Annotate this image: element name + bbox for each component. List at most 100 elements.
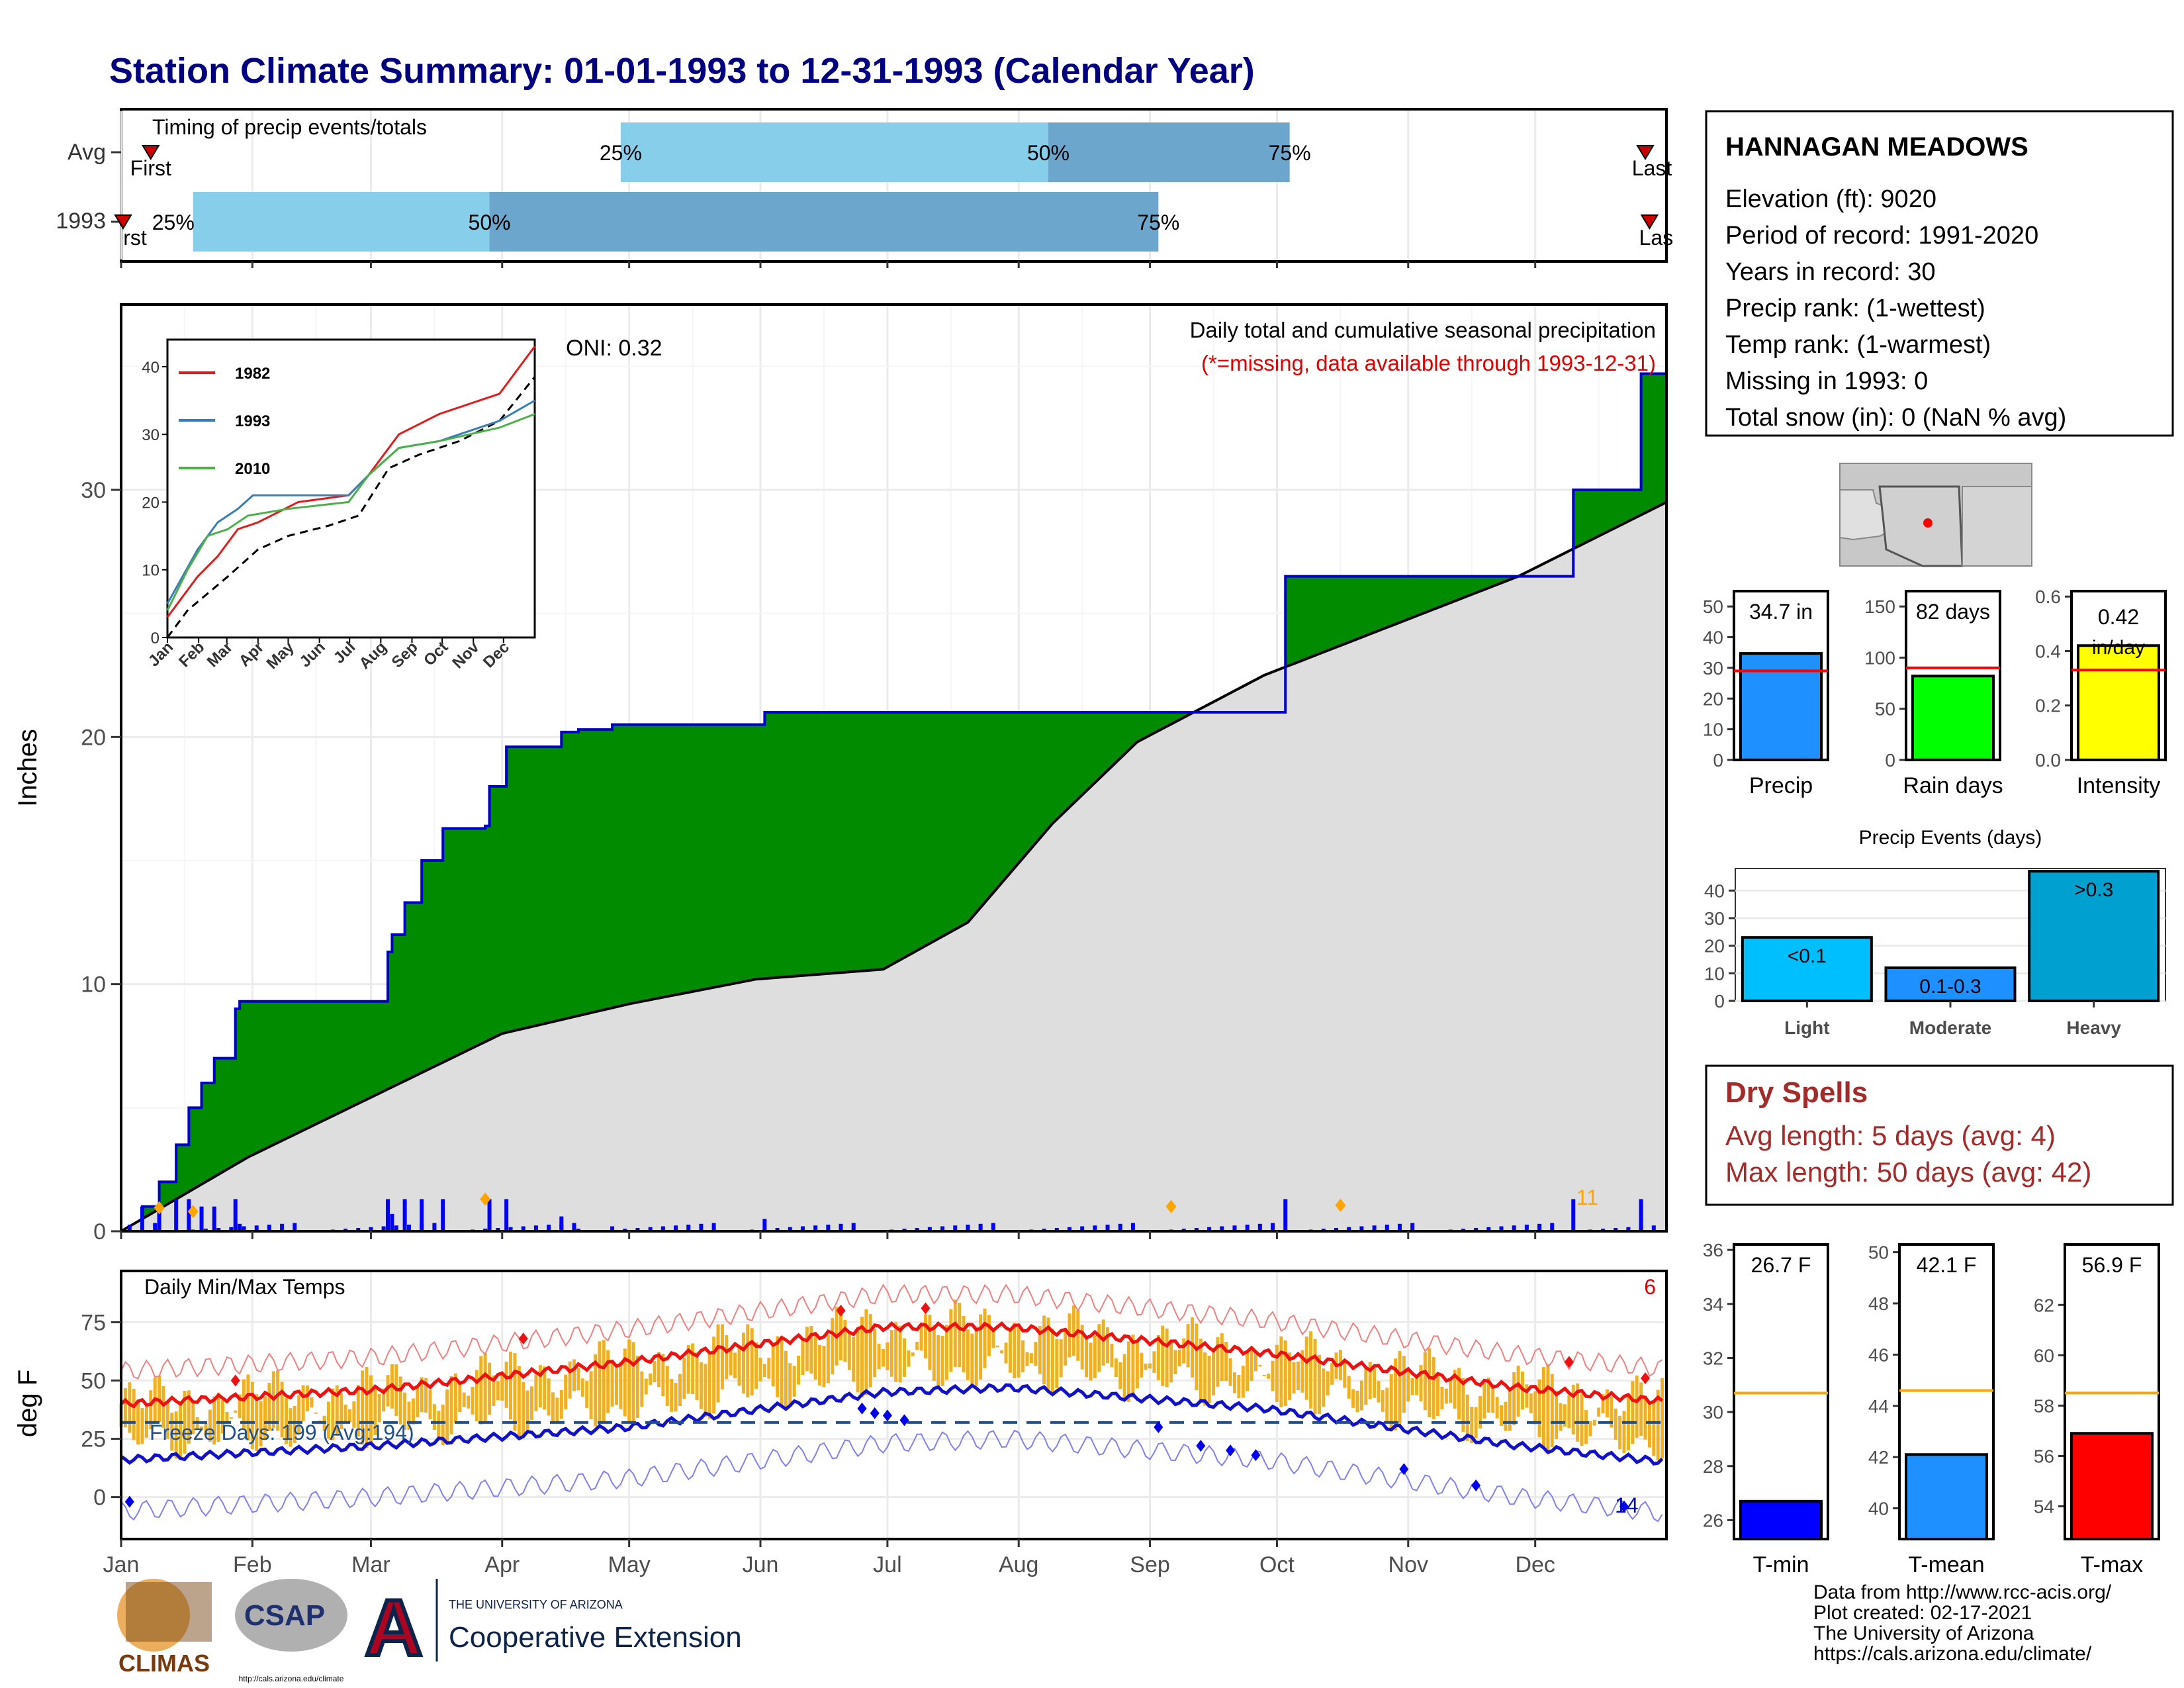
temp-daily-bar [509,1351,513,1420]
temp-daily-bar [593,1354,597,1427]
daily-precip-bar [432,1223,437,1231]
temp-daily-bar [940,1335,944,1386]
temp-daily-bar [1156,1335,1160,1380]
temp-daily-bar [670,1379,674,1412]
month-label: Dec [1515,1552,1555,1577]
station-period: Period of record: 1991-2020 [1725,222,2038,250]
temp-daily-bar [1199,1338,1203,1401]
station-precip-rank: Precip rank: (1-wettest) [1725,295,1985,322]
temp-daily-bar [250,1382,254,1450]
panel-ytick-label: 46 [1868,1344,1889,1365]
panel-ytick-label: 28 [1703,1456,1723,1477]
inset-ytick-label: 0 [151,630,159,647]
month-label: Jul [873,1552,901,1577]
temp-daily-bar [356,1385,360,1436]
daily-precip-bar [775,1228,780,1231]
daily-precip-bar [1385,1225,1389,1231]
precip-extreme-marker [1335,1198,1346,1212]
temp-y-axis: 0 25 50 75 [81,1310,121,1511]
temp-daily-bar [665,1366,669,1406]
temp-daily-bar [1343,1359,1347,1388]
timing-bar-25-50 [193,192,490,252]
timing-last-marker [1640,214,1659,230]
temp-max-extreme-marker [1641,1372,1651,1384]
daily-precip-bar [1550,1223,1555,1231]
dry-spells-title: Dry Spells [1725,1076,1868,1109]
temp-daily-bar [335,1385,339,1436]
panel-ytick-label: 0.4 [2035,641,2061,661]
temp-daily-bar [1428,1348,1432,1417]
temp-daily-bar [1555,1390,1559,1439]
temp-daily-bar [1541,1367,1545,1448]
temp-daily-bar [737,1345,741,1386]
temp-daily-bar [343,1404,347,1424]
temp-daily-bar [1453,1370,1457,1409]
temp-daily-bar [1152,1351,1156,1373]
climas-logo-text: CLIMAS [118,1650,210,1677]
panel-bar [2077,644,2160,761]
precip-frame [120,303,1668,1233]
csap-logo: CSAP http://cals.arizona.edu/climate [235,1579,347,1683]
temp-daily-bar [538,1365,542,1408]
timing-first-marker [142,145,160,160]
ua-logo-letter: A [365,1583,423,1672]
daily-precip-bar [559,1223,564,1231]
temp-daily-bar [847,1333,851,1370]
dry-spells-frame [1705,1064,2174,1206]
temp-daily-bar [606,1350,610,1413]
temp-daily-bar [1635,1375,1639,1438]
temp-daily-bar [873,1329,877,1378]
temp-daily-bar [420,1377,424,1413]
temp-daily-bar [551,1392,555,1422]
temp-daily-bar [801,1338,805,1376]
temp-daily-bars [119,1299,1664,1461]
temp-daily-bar [1191,1317,1195,1378]
temp-daily-bar [1122,1354,1126,1399]
dry-spells-avg: Avg length: 5 days (avg: 4) [1725,1120,2056,1151]
month-label: Aug [999,1552,1039,1577]
temp-daily-bar [631,1342,635,1424]
state-shape-arizona [1878,485,1964,567]
temp-daily-bar [729,1348,733,1376]
temp-daily-bar [1296,1361,1300,1391]
temp-daily-bar [1207,1355,1211,1403]
timing-title: Timing of precip events/totals [152,115,427,139]
temp-daily-bar [428,1389,432,1420]
temp-daily-bar [1381,1390,1385,1412]
temp-daily-bar [907,1350,911,1367]
logos: CLIMAS CSAP http://cals.arizona.edu/clim… [117,1575,742,1683]
temp-daily-bar [635,1356,639,1419]
temp-daily-bar [831,1318,835,1375]
events-ytick-label: 40 [1704,880,1725,901]
temp-daily-bar [1271,1360,1275,1391]
daily-precip-bar [187,1199,191,1231]
temp-daily-bar [627,1339,631,1423]
temp-daily-bar [564,1374,568,1409]
temp-daily-bar [813,1335,817,1380]
temp-daily-bar [1550,1374,1554,1447]
month-label: May [608,1552,651,1577]
temp-min-extreme-marker [1471,1479,1481,1491]
temp-daily-bar [661,1354,665,1397]
daily-precip-bar [140,1223,144,1231]
station-name: HANNAGAN MEADOWS [1725,132,2028,162]
panel-ytick-label: 58 [2034,1395,2054,1416]
panel-ytick-label: 0.6 [2035,586,2061,607]
daily-precip-bar [157,1206,161,1231]
temp-daily-bar [1148,1363,1152,1369]
temp-daily-bar [1457,1368,1461,1420]
events-category-label: Moderate [1909,1017,1991,1038]
temp-daily-bar [403,1392,407,1430]
temp-daily-bar [513,1353,517,1431]
temp-daily-bar [1529,1393,1533,1413]
temp-daily-bar [712,1336,716,1414]
temp-daily-bar [614,1368,618,1405]
panel-bar [1739,652,1823,761]
temp-daily-bar [1275,1344,1279,1402]
daily-precip-bar [1347,1227,1351,1231]
temp-daily-bar [1567,1395,1571,1429]
temp-daily-bar [1203,1352,1207,1406]
temp-daily-bar [1546,1364,1550,1451]
temp-daily-bar [411,1398,415,1425]
temp-daily-bar [149,1390,153,1430]
